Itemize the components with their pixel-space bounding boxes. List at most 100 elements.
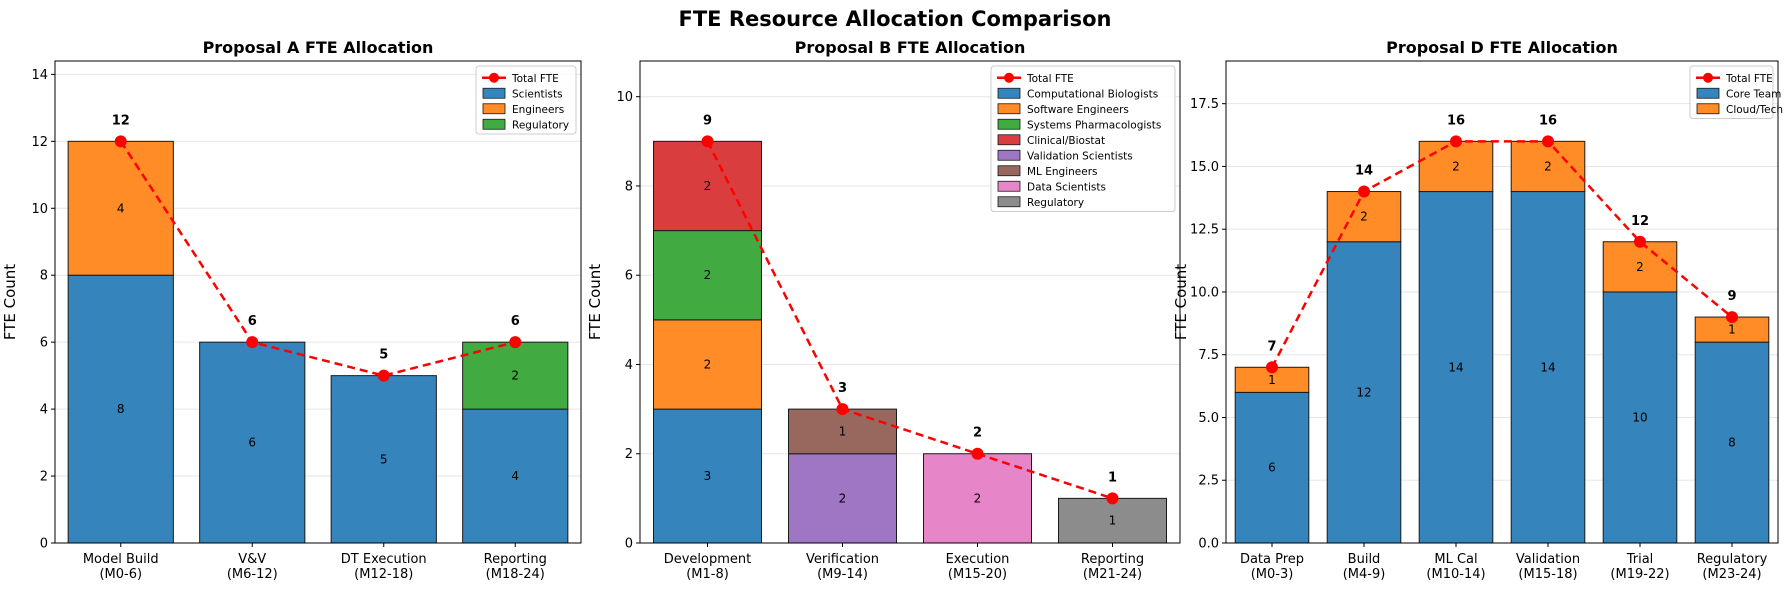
- legend: Total FTE Computational Biologists Softwar…: [990, 65, 1176, 212]
- x-tick-line: (M1-8): [686, 567, 729, 582]
- total-fte-point: [1358, 185, 1370, 198]
- total-fte-point: [701, 135, 714, 148]
- total-label: 9: [703, 113, 712, 128]
- y-tick-label: 17.5: [1190, 97, 1219, 112]
- total-label: 9: [1727, 289, 1736, 304]
- bar-segment: [653, 140, 762, 232]
- y-tick-label: 8: [625, 179, 633, 194]
- x-tick-line: (M6-12): [227, 567, 278, 582]
- bar-segment: [788, 408, 897, 455]
- x-tick-label: Reporting (M18-24): [484, 552, 547, 582]
- legend-label: Cloud/Tech: [1726, 104, 1783, 116]
- y-tick-label: 14: [31, 68, 48, 83]
- legend-patch: [997, 118, 1021, 130]
- segment-label: 2: [1360, 210, 1368, 224]
- x-tick-label: ML Cal (M10-14): [1426, 552, 1485, 582]
- segment-label: 4: [511, 469, 519, 483]
- x-tick-line: Development: [664, 552, 752, 567]
- segment-label: 1: [1268, 373, 1276, 387]
- x-tick-label: Reporting (M21-24): [1081, 552, 1144, 582]
- total-label: 16: [1447, 113, 1465, 128]
- bar-segment: [788, 453, 897, 544]
- segment-label: 6: [1268, 461, 1276, 475]
- segment-label: 14: [1540, 360, 1555, 374]
- bar-segment: [653, 408, 762, 544]
- bar-segment: [1602, 291, 1678, 544]
- y-tick-label: 0: [40, 537, 48, 552]
- bar-segment: [1418, 140, 1494, 193]
- axes-frame: [639, 60, 1181, 544]
- legend-label: Software Engineers: [1027, 104, 1129, 116]
- y-tick-label: 0.0: [1198, 537, 1219, 552]
- x-tick-line: (M4-9): [1343, 567, 1386, 582]
- x-tick-label: Trial (M19-22): [1610, 552, 1669, 582]
- x-tick-label: Data Prep (M0-3): [1240, 552, 1304, 582]
- x-tick-line: Reporting: [1081, 552, 1144, 567]
- figure-title: FTE Resource Allocation Comparison: [679, 7, 1112, 31]
- axes-frame: [1225, 60, 1779, 544]
- legend-label: Regulatory: [512, 119, 569, 131]
- y-tick-label: 7.5: [1198, 348, 1219, 363]
- legend-patch: [997, 103, 1021, 115]
- legend: Total FTE Core Team Cloud/Tech: [1689, 65, 1783, 119]
- total-fte-line: [1270, 140, 1733, 368]
- legend-label: Total FTE: [511, 73, 559, 85]
- total-fte-point: [1106, 492, 1119, 505]
- y-tick-label: 10: [31, 202, 48, 217]
- y-tick-label: 0: [625, 537, 633, 552]
- bar-segment: [462, 341, 569, 410]
- segment-label: 2: [704, 179, 712, 193]
- x-tick-line: (M15-18): [1518, 567, 1577, 582]
- legend-label: Total FTE: [1725, 73, 1773, 85]
- total-label: 12: [1631, 214, 1649, 229]
- total-fte-point: [1542, 135, 1554, 148]
- segment-label: 2: [1452, 159, 1460, 173]
- legend-patch: [482, 118, 506, 130]
- x-tick-line: Execution: [946, 552, 1010, 567]
- total-fte-point: [1266, 361, 1278, 374]
- panel-title: Proposal B FTE Allocation: [795, 38, 1026, 57]
- x-tick-label: Development (M1-8): [664, 552, 752, 582]
- x-tick-line: (M10-14): [1426, 567, 1485, 582]
- bar-segment: [653, 319, 762, 410]
- x-tick-line: Validation: [1516, 552, 1580, 567]
- total-fte-point: [114, 135, 127, 148]
- legend-patch: [997, 134, 1021, 146]
- segment-label: 2: [704, 268, 712, 282]
- bar-segment: [1234, 391, 1310, 544]
- y-tick-label: 15.0: [1190, 160, 1219, 175]
- legend-label: Systems Pharmacologists: [1027, 119, 1161, 131]
- bar-segment: [1510, 191, 1586, 544]
- x-tick-line: DT Execution: [341, 552, 427, 567]
- total-fte-point: [1726, 311, 1738, 324]
- legend-label: Core Team: [1726, 88, 1781, 100]
- x-tick-line: (M12-18): [354, 567, 413, 582]
- legend-patch: [997, 149, 1021, 161]
- segment-label: 12: [1356, 385, 1371, 399]
- segment-label: 2: [1544, 159, 1552, 173]
- bar-segment: [462, 408, 569, 544]
- x-tick-label: Regulatory (M23-24): [1697, 552, 1768, 582]
- legend-label: Clinical/Biostat: [1027, 135, 1105, 147]
- panel-2: Proposal B FTE Allocation 0 2 4 6 8 10 FTE Coun…: [586, 38, 1181, 582]
- panel-title: Proposal A FTE Allocation: [203, 38, 434, 57]
- segment-label: 1: [1728, 323, 1736, 337]
- x-tick-line: Data Prep: [1240, 552, 1304, 567]
- total-label: 12: [112, 113, 130, 128]
- legend-patch: [997, 165, 1021, 177]
- x-tick-line: (M9-14): [817, 567, 868, 582]
- y-axis-label: FTE Count: [586, 264, 604, 340]
- segment-label: 8: [1728, 436, 1736, 450]
- y-tick-label: 10: [616, 90, 633, 105]
- y-tick-label: 4: [625, 358, 633, 373]
- x-tick-label: Model Build (M0-6): [83, 552, 159, 582]
- segment-label: 2: [704, 357, 712, 371]
- x-tick-line: Trial: [1626, 552, 1654, 567]
- bar-segment: [923, 453, 1032, 544]
- segment-label: 14: [1448, 360, 1463, 374]
- x-tick-line: Reporting: [484, 552, 547, 567]
- total-fte-point: [377, 369, 390, 382]
- total-label: 2: [973, 426, 982, 441]
- legend-patch: [482, 87, 506, 99]
- y-tick-label: 12.5: [1190, 223, 1219, 238]
